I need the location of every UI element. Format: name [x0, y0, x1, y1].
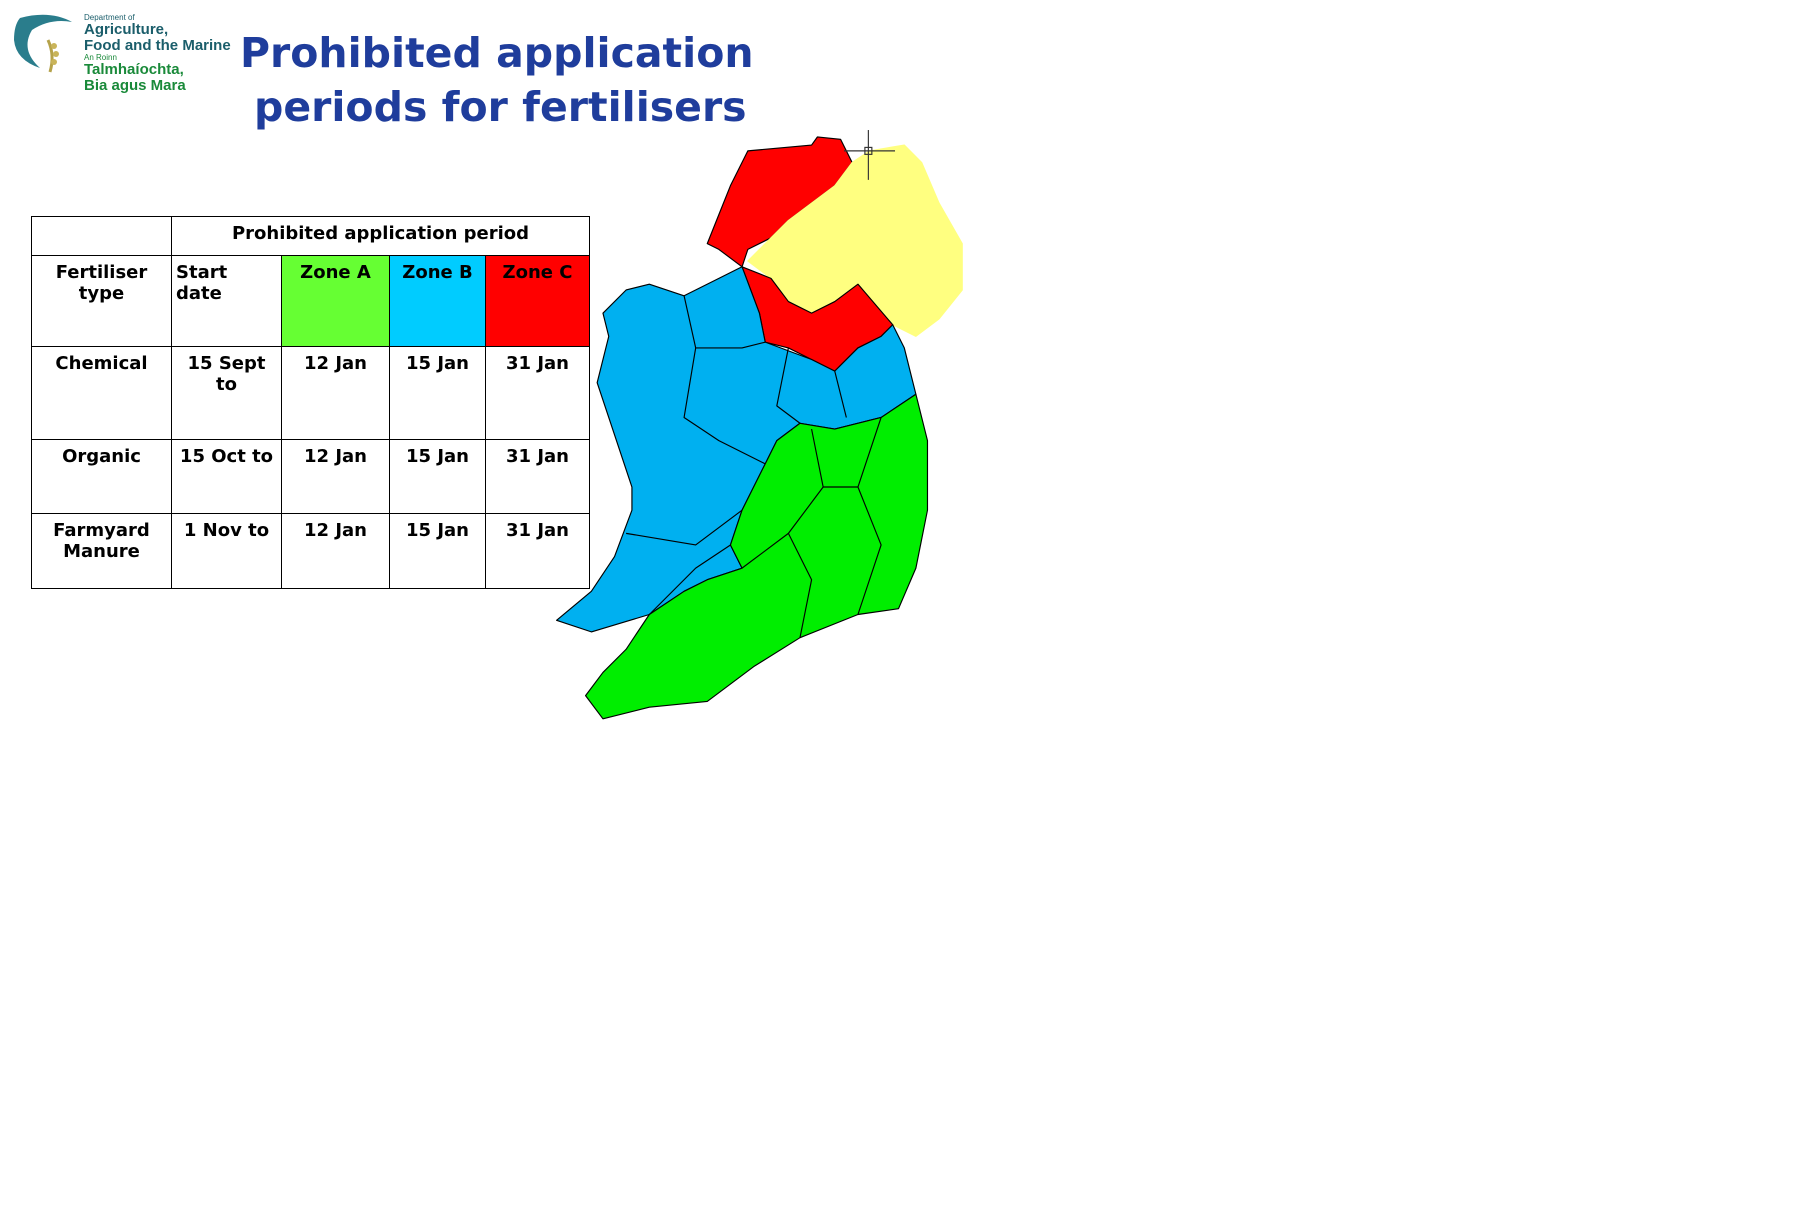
header-cell: Zone A [281, 255, 390, 347]
logo-text: Department of Agriculture, Food and the … [84, 13, 231, 95]
zone-a-region [584, 393, 929, 720]
cell: 15 Sept to [171, 346, 282, 440]
logo: Department of Agriculture, Food and the … [10, 6, 245, 101]
logo-line: Agriculture, [84, 21, 169, 39]
county-borders [626, 295, 882, 638]
cell: 15 Jan [389, 513, 486, 589]
cell: 12 Jan [281, 346, 390, 440]
cell: 15 Jan [389, 439, 486, 514]
title: Prohibited application periods for ferti… [240, 26, 754, 134]
table-row: Chemical 15 Sept to 12 Jan 15 Jan 31 Jan [31, 346, 590, 440]
header-cell: Start date [171, 255, 282, 347]
logo-line: Talmhaíochta, [84, 61, 184, 79]
cell: Chemical [31, 346, 172, 440]
cell: 31 Jan [485, 439, 590, 514]
title-line: Prohibited application [240, 29, 754, 77]
cell: 1 Nov to [171, 513, 282, 589]
cell: Organic [31, 439, 172, 514]
header-cell: Fertiliser type [31, 255, 172, 347]
cell: 15 Jan [389, 346, 486, 440]
cell [31, 216, 172, 256]
header-cell: Zone C [485, 255, 590, 347]
table-row: Farmyard Manure 1 Nov to 12 Jan 15 Jan 31 Ja… [31, 513, 590, 589]
logo-line: Bia agus Mara [84, 77, 186, 95]
cell: 31 Jan [485, 513, 590, 589]
logo-line: Food and the Marine [84, 37, 231, 55]
logo-icon [14, 14, 72, 73]
logo-line: Department of [84, 13, 135, 22]
logo-line: An Roinn [84, 52, 117, 62]
cell: 15 Oct to [171, 439, 282, 514]
table: Prohibited application period Fertiliser… [31, 216, 590, 589]
title-line: periods for fertilisers [254, 83, 747, 131]
map [556, 130, 963, 720]
cell: Farmyard Manure [31, 513, 172, 589]
header-cell: Zone B [389, 255, 486, 347]
cell: 12 Jan [281, 439, 390, 514]
group-header: Prohibited application period [171, 216, 590, 256]
cursor-mark [844, 130, 896, 180]
table-row: Organic 15 Oct to 12 Jan 15 Jan 31 Jan [31, 439, 590, 514]
cell: 12 Jan [281, 513, 390, 589]
